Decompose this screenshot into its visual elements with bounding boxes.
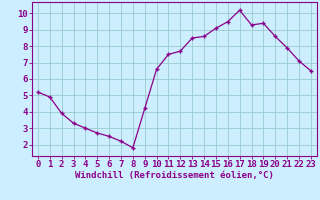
X-axis label: Windchill (Refroidissement éolien,°C): Windchill (Refroidissement éolien,°C) bbox=[75, 171, 274, 180]
